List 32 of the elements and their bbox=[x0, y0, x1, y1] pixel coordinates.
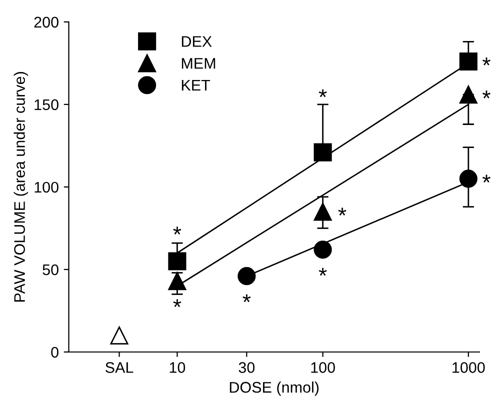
annotation: * bbox=[482, 174, 490, 183]
y-tick-label: 50 bbox=[42, 264, 58, 276]
point bbox=[314, 202, 332, 221]
annotation: * bbox=[242, 294, 251, 302]
annotation: * bbox=[318, 268, 327, 276]
annotation: * bbox=[173, 226, 182, 234]
point bbox=[459, 170, 478, 188]
point bbox=[459, 52, 478, 71]
y-tick-label: 200 bbox=[34, 16, 58, 28]
x-tick-label: SAL bbox=[106, 362, 134, 373]
y-axis-title: PAW VOLUME (area under curve) bbox=[14, 72, 28, 302]
point bbox=[168, 272, 186, 290]
x-tick-label: 1000 bbox=[452, 362, 485, 373]
annotation: * bbox=[338, 208, 346, 216]
point bbox=[314, 143, 332, 162]
point bbox=[168, 252, 186, 270]
x-tick-label: 10 bbox=[170, 362, 186, 373]
x-tick-label: 100 bbox=[311, 362, 335, 373]
legend-label: KET bbox=[182, 80, 210, 91]
legend-label: DEX bbox=[182, 36, 212, 47]
y-tick-label: 150 bbox=[34, 99, 58, 110]
annotation: * bbox=[173, 299, 182, 308]
annotation: * bbox=[318, 89, 327, 98]
y-tick-label: 100 bbox=[34, 182, 58, 193]
annotation: * bbox=[482, 58, 490, 66]
point bbox=[314, 240, 332, 259]
legend-label: MEM bbox=[182, 58, 216, 69]
x-tick-label: 30 bbox=[238, 362, 255, 373]
x-axis-title: DOSE (nmol) bbox=[230, 382, 319, 396]
y-tick-label: 0 bbox=[51, 346, 58, 358]
annotation: * bbox=[482, 90, 490, 98]
point bbox=[459, 86, 478, 104]
